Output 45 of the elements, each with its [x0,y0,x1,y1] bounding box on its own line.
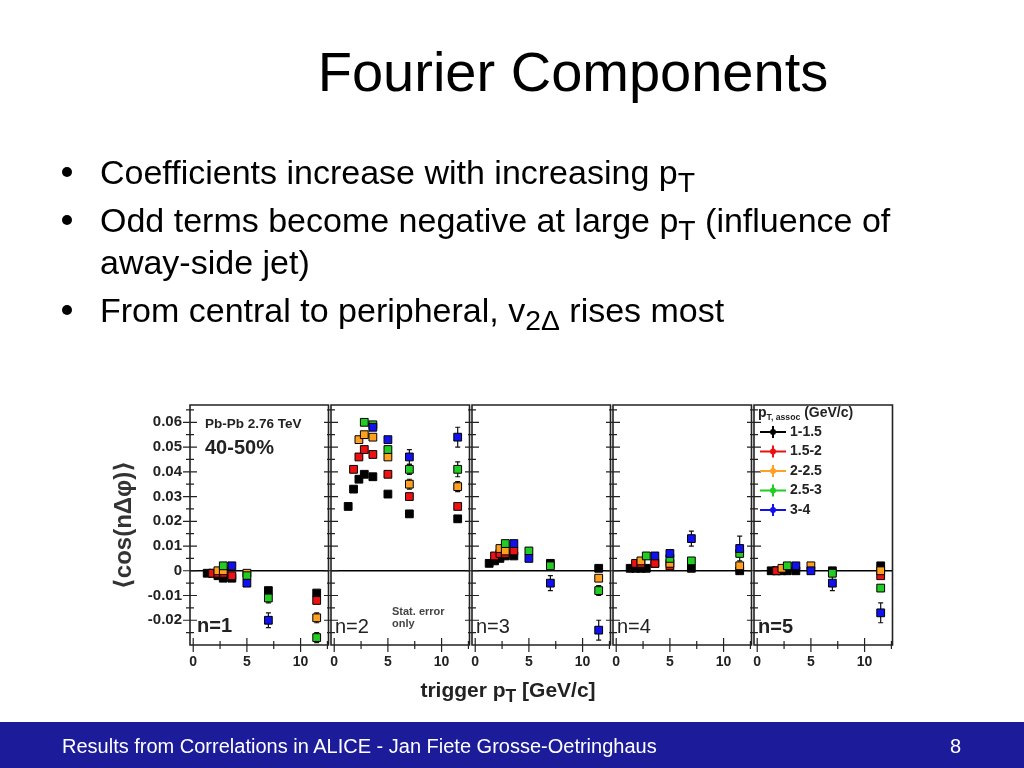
annotation: Stat. error only [392,605,446,630]
annotation: n=4 [617,614,651,637]
legend-label: 2.5-3 [790,481,823,498]
text: From central to peripheral, v$_{2Δ}$ rises most [100,290,726,336]
x-tick-label: 5 [384,653,392,670]
text: Fourier Components [316,40,830,104]
x-tick-label: 5 [666,653,674,670]
y-tick-label: 0.02 [152,511,182,529]
x-tick-label: 10 [292,653,309,670]
x-tick-label: 5 [807,653,815,670]
x-tick-label: 0 [189,653,198,670]
x-tick-label: 10 [856,653,873,670]
annotation: 40-50% [205,435,275,458]
text: Results from Correlations in ALICE - Jan Fiete Grosse-Oetringhaus [62,734,657,758]
x-axis-title: trigger p$_{T}$ [GeV/c] [420,678,596,707]
text: Coefficients increase with increasing p$_{T}$ [100,152,696,198]
y-tick-label: -0.01 [147,585,182,603]
x-tick-label: 10 [715,653,732,670]
x-tick-label: 5 [243,653,251,670]
legend-label: 1-1.5 [790,422,823,439]
y-tick-label: 0 [173,560,182,578]
legend-label: 3-4 [790,500,811,517]
text: 8 [950,734,962,758]
annotation: Pb-Pb 2.76 TeV [205,415,302,431]
y-tick-label: -0.02 [147,610,182,628]
annotation: n=3 [476,614,510,637]
annotation: n=2 [335,614,369,637]
y-tick-label: 0.05 [152,437,182,455]
y-tick-label: 0.06 [152,412,182,430]
y-tick-label: 0.01 [152,536,182,554]
text: Odd terms become negative at large p$_{T}$ (influence of away-side jet) [100,201,891,281]
x-tick-label: 0 [753,653,762,670]
x-tick-label: 5 [525,653,533,670]
annotation: n=5 [758,614,794,637]
annotation: n=1 [197,613,233,636]
y-tick-label: 0.04 [152,461,183,479]
x-tick-label: 0 [612,653,621,670]
legend-label: 2-2.5 [790,461,823,478]
x-tick-label: 10 [433,653,450,670]
y-axis-title: ⟨cos(nΔφ)⟩ [109,460,137,590]
x-tick-label: 10 [574,653,591,670]
legend-label: 1.5-2 [790,442,823,459]
x-tick-label: 0 [330,653,339,670]
x-tick-label: 0 [471,653,480,670]
y-tick-label: 0.03 [152,486,182,504]
